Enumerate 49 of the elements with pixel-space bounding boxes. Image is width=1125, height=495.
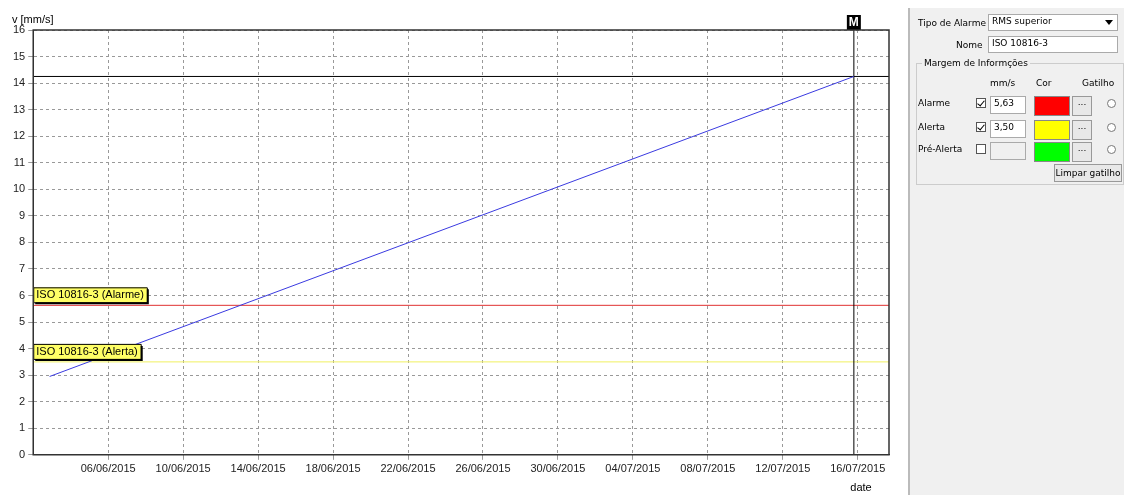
- ref-line-label: ISO 10816-3 (Alarme): [36, 288, 144, 301]
- y-tick-label: 11: [13, 155, 26, 168]
- y-tick-label: 9: [19, 208, 26, 221]
- text: Pré-Alerta: [918, 144, 963, 154]
- x-tick-label: 04/07/2015: [605, 462, 661, 475]
- y-tick-label: 7: [19, 261, 26, 274]
- x-tick-label: 30/06/2015: [530, 462, 586, 475]
- y-tick-label: 5: [19, 315, 26, 328]
- y-tick-label: 8: [19, 235, 26, 248]
- text: Alerta: [918, 122, 945, 132]
- x-tick-label: 16/07/2015: [830, 462, 886, 475]
- text: ISO 10816-3: [988, 36, 1118, 53]
- x-axis-title: date: [850, 481, 872, 494]
- x-tick-label: 12/07/2015: [755, 462, 811, 475]
- x-tick-label: 22/06/2015: [380, 462, 436, 475]
- text: Gatilho: [1082, 78, 1115, 88]
- y-tick-label: 2: [19, 394, 26, 407]
- text: Tipo de Alarme: [918, 18, 986, 28]
- y-tick-label: 15: [12, 49, 26, 62]
- ref-line-label: ISO 10816-3 (Alerta): [36, 344, 138, 357]
- text: ...: [1072, 142, 1092, 162]
- text: Limpar gatilho: [1054, 164, 1122, 182]
- x-tick-label: 10/06/2015: [155, 462, 211, 475]
- y-tick-label: 10: [12, 182, 26, 195]
- text: Nome: [956, 40, 983, 50]
- text: ...: [1072, 120, 1092, 140]
- y-tick-label: 3: [19, 368, 26, 381]
- y-tick-label: 6: [19, 288, 26, 301]
- ref-line-label: M: [848, 15, 859, 30]
- x-tick-label: 06/06/2015: [80, 462, 136, 475]
- x-tick-label: 14/06/2015: [230, 462, 286, 475]
- x-tick-label: 26/06/2015: [455, 462, 511, 475]
- y-tick-label: 0: [19, 447, 26, 460]
- y-tick-label: 1: [19, 421, 26, 434]
- y-tick-label: 14: [12, 76, 26, 89]
- text: 5,63: [990, 96, 1026, 114]
- text: ...: [1072, 96, 1092, 116]
- text: Alarme: [918, 98, 951, 108]
- y-axis-title: v [mm/s]: [12, 13, 54, 26]
- x-tick-label: 08/07/2015: [680, 462, 736, 475]
- y-tick-label: 13: [12, 102, 26, 115]
- text: mm/s: [990, 78, 1016, 88]
- text: Cor: [1036, 78, 1052, 88]
- text: Margem de Informções: [922, 58, 1030, 68]
- y-tick-label: 12: [12, 129, 26, 142]
- x-tick-label: 18/06/2015: [305, 462, 361, 475]
- y-tick-label: 4: [19, 341, 26, 354]
- text: 3,50: [990, 120, 1026, 138]
- text: RMS superior: [988, 14, 1118, 31]
